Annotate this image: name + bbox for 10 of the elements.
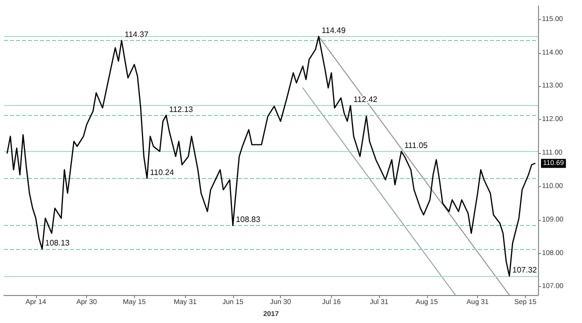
annotation: 114.37 bbox=[124, 30, 150, 39]
annotation: 107.32 bbox=[512, 266, 538, 275]
annotation: 108.83 bbox=[236, 215, 261, 224]
annotation: 108.13 bbox=[45, 238, 70, 248]
annotation: 111.05 bbox=[404, 140, 428, 150]
line-series bbox=[6, 36, 536, 277]
annotation: 112.42 bbox=[353, 95, 378, 104]
annotation: 112.13 bbox=[169, 104, 194, 114]
annotation: 114.49 bbox=[322, 26, 346, 35]
annotation: 110.24 bbox=[150, 168, 174, 177]
